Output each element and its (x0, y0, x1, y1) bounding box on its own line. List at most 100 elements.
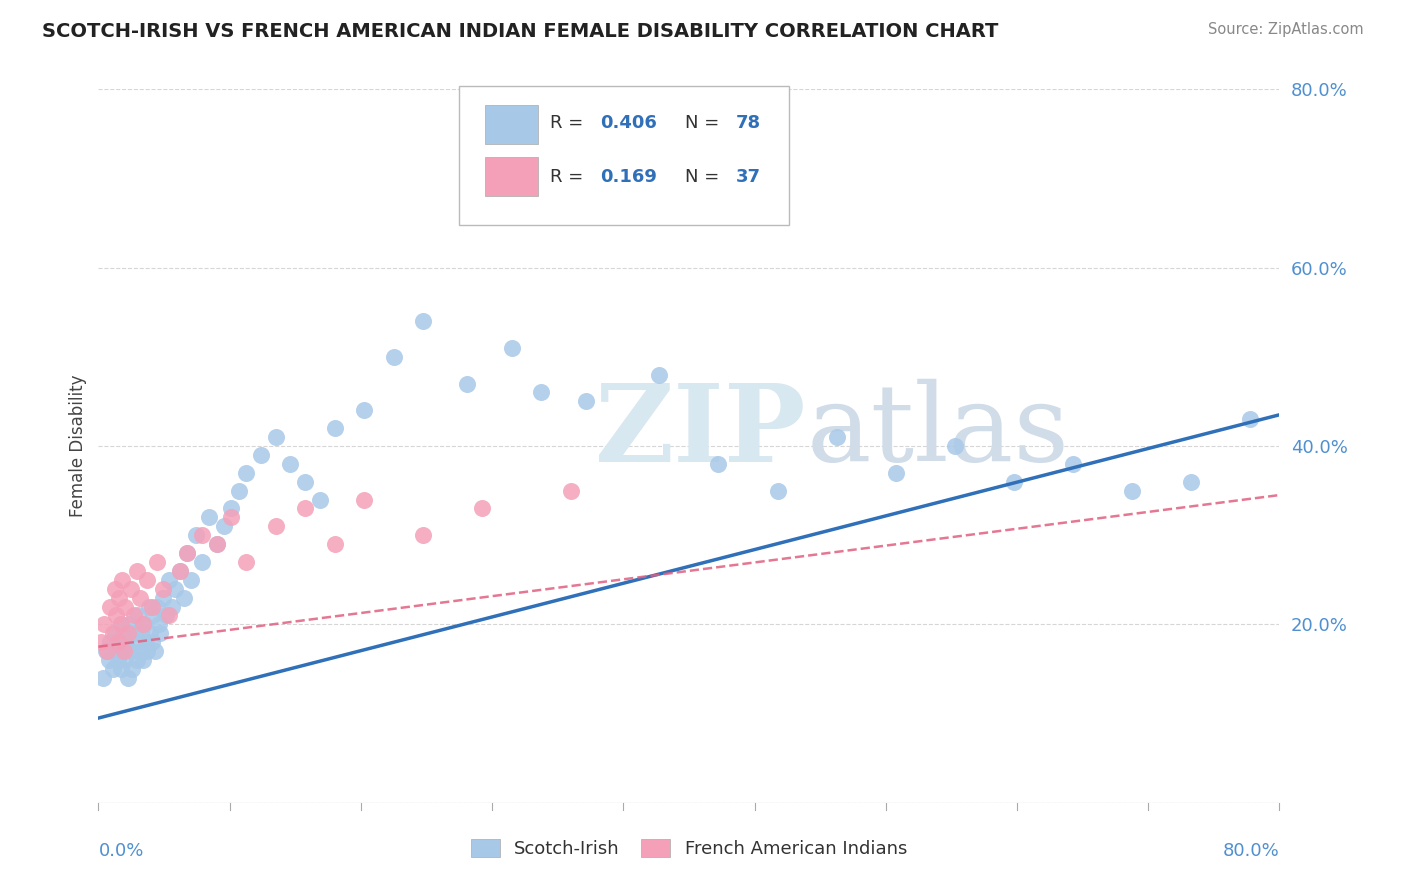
Point (221, 501, 243, 516)
Point (228, 483, 250, 498)
Point (155, 608, 177, 623)
Point (530, 385, 553, 400)
Point (264, 519, 287, 533)
Point (138, 599, 160, 614)
Point (165, 582, 187, 596)
Y-axis label: Female Disability: Female Disability (69, 375, 87, 517)
Point (169, 564, 191, 578)
Point (176, 546, 198, 560)
Point (93, 617, 115, 632)
Point (235, 466, 257, 480)
Point (122, 608, 145, 623)
Point (141, 599, 163, 614)
Point (91, 671, 114, 685)
Point (128, 644, 150, 658)
Point (157, 608, 180, 623)
Text: SCOTCH-IRISH VS FRENCH AMERICAN INDIAN FEMALE DISABILITY CORRELATION CHART: SCOTCH-IRISH VS FRENCH AMERICAN INDIAN F… (42, 22, 998, 41)
Point (250, 448, 273, 462)
Point (323, 537, 346, 551)
Point (117, 626, 139, 640)
Point (309, 492, 332, 507)
Point (122, 626, 145, 640)
Point (111, 644, 134, 658)
Point (118, 617, 141, 632)
Point (180, 573, 202, 587)
Point (117, 671, 139, 685)
Point (235, 555, 257, 569)
Point (125, 653, 148, 667)
Legend: Scotch-Irish, French American Indians: Scotch-Irish, French American Indians (464, 831, 914, 865)
Point (146, 555, 169, 569)
Point (136, 644, 159, 658)
Point (129, 626, 152, 640)
Point (132, 617, 155, 632)
Point (141, 635, 163, 649)
Point (353, 492, 375, 507)
Text: R =: R = (550, 114, 589, 132)
Point (96, 644, 118, 658)
FancyBboxPatch shape (485, 105, 537, 145)
Point (112, 644, 135, 658)
Point (575, 394, 598, 409)
FancyBboxPatch shape (485, 157, 537, 196)
Point (98, 599, 121, 614)
Point (648, 368, 671, 382)
Text: 0.406: 0.406 (600, 114, 657, 132)
Point (205, 537, 228, 551)
Point (112, 626, 135, 640)
Point (105, 644, 128, 658)
Point (353, 403, 375, 417)
Point (90, 635, 112, 649)
Point (212, 519, 235, 533)
Point (205, 537, 228, 551)
Point (382, 350, 405, 364)
Point (152, 591, 174, 605)
Point (104, 582, 127, 596)
Point (142, 608, 165, 623)
Text: 0.169: 0.169 (600, 168, 657, 186)
Point (105, 608, 128, 623)
Text: N =: N = (685, 168, 725, 186)
Text: 0.0%: 0.0% (98, 842, 143, 860)
Point (191, 555, 214, 569)
Point (111, 573, 134, 587)
Point (136, 573, 159, 587)
Point (127, 608, 149, 623)
Point (280, 457, 302, 471)
Point (110, 617, 132, 632)
Point (560, 483, 582, 498)
Point (146, 599, 169, 614)
Point (104, 626, 127, 640)
Point (707, 457, 730, 471)
Point (110, 662, 132, 676)
Point (221, 510, 243, 524)
Point (943, 439, 966, 453)
Point (128, 591, 150, 605)
Text: 80.0%: 80.0% (1223, 842, 1279, 860)
Point (143, 644, 166, 658)
Point (1180, 475, 1202, 489)
Point (884, 466, 907, 480)
Point (120, 582, 142, 596)
Point (114, 599, 136, 614)
Point (125, 564, 148, 578)
Point (294, 501, 316, 516)
Point (412, 528, 434, 542)
Point (108, 591, 131, 605)
Point (107, 635, 129, 649)
Point (1002, 475, 1025, 489)
Point (501, 341, 523, 355)
Point (323, 421, 346, 435)
Point (766, 483, 789, 498)
Point (103, 662, 125, 676)
Point (169, 564, 191, 578)
Point (162, 599, 183, 614)
Text: R =: R = (550, 168, 589, 186)
Point (108, 635, 131, 649)
Text: N =: N = (685, 114, 725, 132)
Point (294, 475, 316, 489)
Text: 78: 78 (737, 114, 761, 132)
Point (121, 662, 143, 676)
Point (149, 626, 172, 640)
Point (114, 653, 136, 667)
